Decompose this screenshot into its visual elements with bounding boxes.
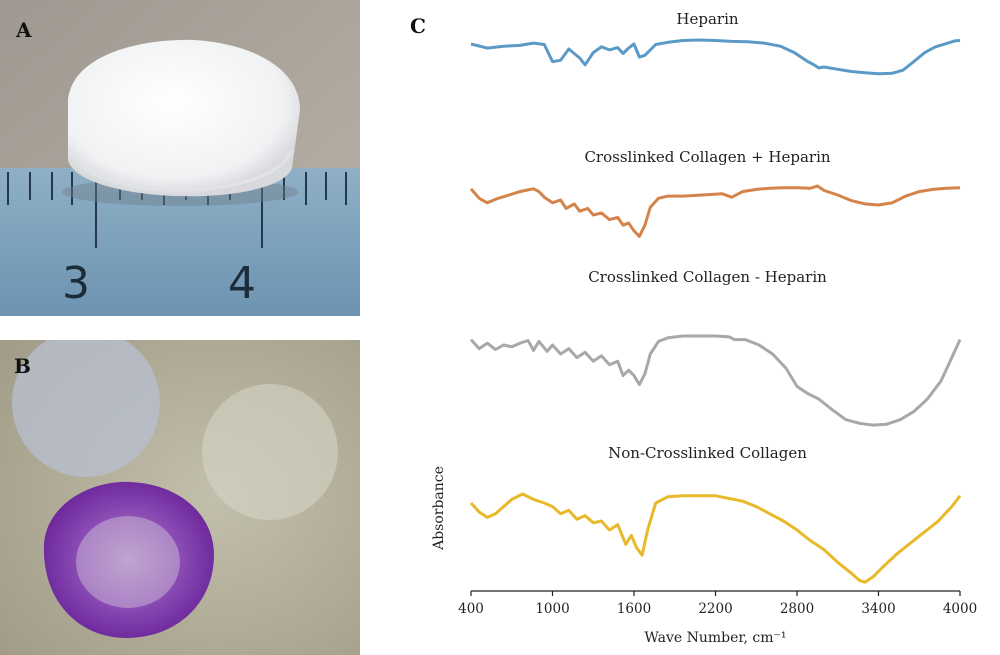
series-line-2 [469,184,961,238]
tick-layer: 400 1000 1600 2200 2800 3400 4000 [458,591,977,617]
ruler-number-3: 3 [62,258,90,309]
series-line-3 [469,334,962,427]
series-layer: Heparin Crosslinked Collagen + Heparin Cro… [469,10,962,584]
panel-a-photo: 3 4 A [0,0,360,316]
x-tick-label-2: 1000 [535,601,569,617]
series-title-2: Crosslinked Collagen + Heparin [584,148,830,166]
stained-scaffolds-photo [0,340,360,655]
panel-c-label: C [410,14,426,38]
faint-disc [202,384,338,520]
y-axis-title: Absorbance [431,466,447,551]
x-tick-label-6: 3400 [861,601,895,617]
unstained-disc [12,340,160,477]
panel-b-photo: B [0,340,360,655]
x-tick-label-7: 4000 [943,601,977,617]
series-line-1 [470,38,961,76]
series-line-4 [469,492,962,584]
x-axis-title: Wave Number, cm⁻¹ [644,630,786,646]
x-tick-label-4: 2200 [698,601,732,617]
scaffold-on-ruler-photo: 3 4 [0,0,360,316]
x-tick-label-5: 2800 [780,601,814,617]
series-title-1: Heparin [676,10,738,28]
panel-b-label: B [14,354,31,378]
scaffold-sponge [68,39,300,197]
x-tick-label-1: 400 [458,601,484,617]
panel-a-label: A [16,18,32,42]
series-title-3: Crosslinked Collagen - Heparin [588,268,827,286]
ftir-chart: Heparin Crosslinked Collagen + Heparin Cro… [431,10,977,646]
x-tick-label-3: 1600 [617,601,651,617]
series-title-4: Non-Crosslinked Collagen [608,444,807,462]
ruler-number-4: 4 [228,258,256,309]
